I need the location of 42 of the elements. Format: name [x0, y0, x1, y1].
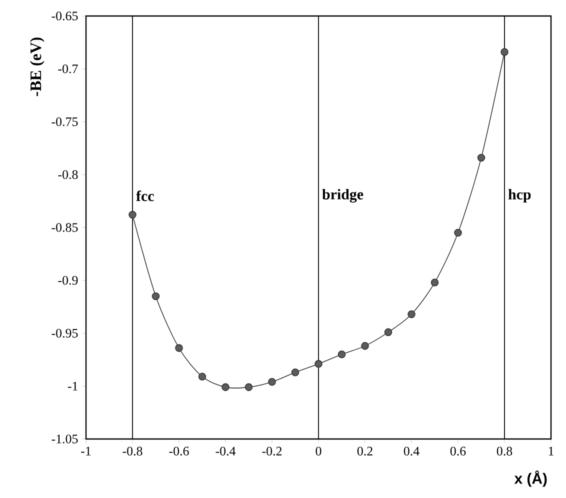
x-tick-label: 0.2: [357, 446, 372, 456]
point: [430, 278, 439, 286]
x-tick-label: -0.4: [216, 446, 236, 456]
point: [384, 328, 392, 336]
point: [198, 372, 206, 380]
x-tick-label: -0.6: [169, 446, 189, 456]
y-tick-label: -0.85: [52, 223, 78, 232]
point: [152, 292, 160, 300]
point: [500, 48, 508, 56]
point: [408, 310, 416, 318]
y-axis-title: -BE (eV): [30, 38, 44, 96]
y-tick-label: -0.9: [58, 276, 78, 285]
ref-line-label: hcp: [508, 189, 531, 203]
y-tick-label: -1.05: [52, 434, 78, 444]
point: [128, 210, 136, 219]
x-axis-title: x (Å): [514, 470, 547, 487]
y-tick-label: -1: [68, 382, 78, 390]
point: [175, 344, 183, 352]
x-tick-label: 0.6: [450, 446, 466, 456]
point: [314, 360, 322, 368]
x-tick-label: 0.8: [496, 446, 512, 456]
point: [477, 154, 486, 162]
y-tick-label: -0.75: [52, 117, 78, 126]
point: [291, 368, 300, 376]
point: [268, 378, 276, 386]
y-tick-label: -0.8: [58, 170, 78, 180]
y-tick-label: -0.7: [58, 64, 78, 74]
y-tick-label: -0.65: [52, 12, 78, 20]
x-tick-label: 0: [316, 446, 322, 456]
x-tick-label: -0.8: [122, 446, 142, 456]
x-tick-label: 1: [548, 446, 554, 456]
point: [361, 342, 369, 350]
x-tick-label: -1: [81, 446, 91, 456]
point: [244, 383, 253, 392]
ref-line-label: fcc: [136, 190, 154, 202]
x-tick-label: -0.2: [262, 446, 282, 456]
y-tick-label: -0.95: [52, 328, 78, 338]
ref-line-label: bridge: [322, 188, 364, 203]
point: [338, 350, 346, 358]
point: [454, 228, 462, 237]
point: [222, 383, 230, 392]
x-tick-label: 0.4: [404, 446, 420, 456]
